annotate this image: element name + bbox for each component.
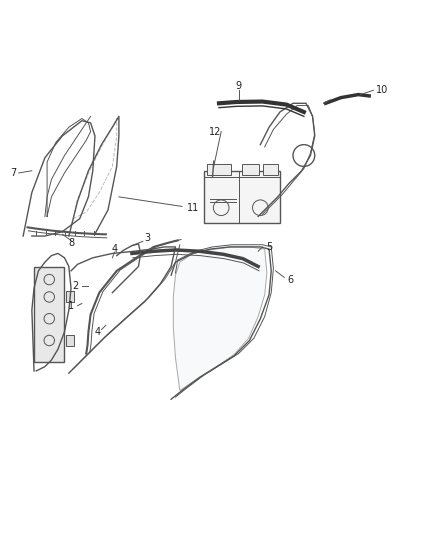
Text: 12: 12 bbox=[208, 126, 221, 136]
Text: 7: 7 bbox=[10, 168, 16, 178]
FancyBboxPatch shape bbox=[262, 164, 278, 175]
Text: 11: 11 bbox=[187, 203, 199, 213]
FancyBboxPatch shape bbox=[66, 335, 74, 346]
Text: 1: 1 bbox=[68, 301, 74, 311]
Text: 2: 2 bbox=[72, 281, 78, 291]
FancyBboxPatch shape bbox=[204, 171, 280, 223]
Text: 6: 6 bbox=[288, 274, 294, 285]
FancyBboxPatch shape bbox=[207, 164, 231, 175]
Text: 4: 4 bbox=[112, 244, 118, 254]
Text: 10: 10 bbox=[376, 85, 389, 95]
Text: 9: 9 bbox=[236, 81, 242, 91]
FancyBboxPatch shape bbox=[242, 164, 259, 175]
Text: 4: 4 bbox=[94, 327, 100, 337]
Text: 3: 3 bbox=[144, 233, 150, 243]
Polygon shape bbox=[173, 247, 267, 391]
FancyBboxPatch shape bbox=[34, 266, 64, 362]
Text: 8: 8 bbox=[68, 238, 74, 247]
Text: 5: 5 bbox=[266, 242, 272, 252]
FancyBboxPatch shape bbox=[66, 292, 74, 302]
